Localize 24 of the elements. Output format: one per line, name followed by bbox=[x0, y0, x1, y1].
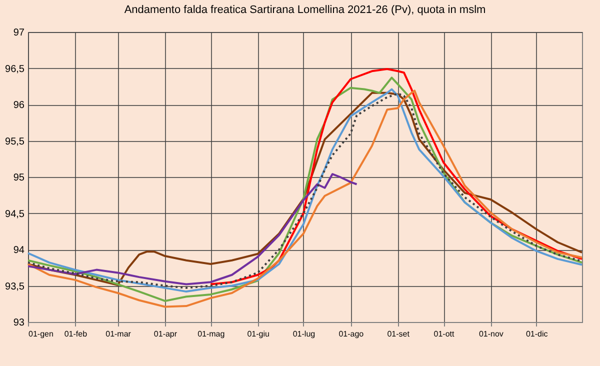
y-tick-label: 93,5 bbox=[5, 281, 25, 292]
y-tick-label: 95,5 bbox=[5, 136, 25, 148]
x-tick-label: 01-dic bbox=[526, 330, 548, 338]
y-tick-label: 94 bbox=[13, 245, 25, 256]
y-tick-label: 97 bbox=[13, 28, 25, 38]
y-tick-label: 96 bbox=[13, 100, 25, 111]
x-tick-label: 01-apr bbox=[154, 330, 178, 338]
x-tick-label: 01-nov bbox=[478, 330, 504, 338]
y-tick-label: 95 bbox=[13, 172, 25, 184]
line-series bbox=[210, 68, 583, 286]
y-tick-label: 96,5 bbox=[5, 64, 25, 75]
x-tick-label: 01-giu bbox=[247, 330, 270, 338]
y-tick-label: 94,5 bbox=[5, 208, 25, 220]
x-tick-label: 01-mar bbox=[106, 330, 132, 338]
line-series bbox=[27, 173, 358, 286]
x-tick-label: 01-feb bbox=[64, 330, 88, 338]
x-tick-label: 01-lug bbox=[292, 330, 316, 338]
x-tick-label: 01-mag bbox=[198, 330, 225, 338]
x-tick-label: 01-set bbox=[387, 330, 410, 338]
x-tick-label: 01-ott bbox=[434, 330, 455, 338]
chart-title: Andamento falda freatica Sartirana Lomellina 2021-26 (Pv), quota in mslm bbox=[124, 4, 486, 16]
x-tick-label: 01-ago bbox=[338, 330, 364, 338]
x-tick-label: 01-gen bbox=[28, 330, 54, 338]
y-tick-label: 93 bbox=[13, 318, 25, 328]
